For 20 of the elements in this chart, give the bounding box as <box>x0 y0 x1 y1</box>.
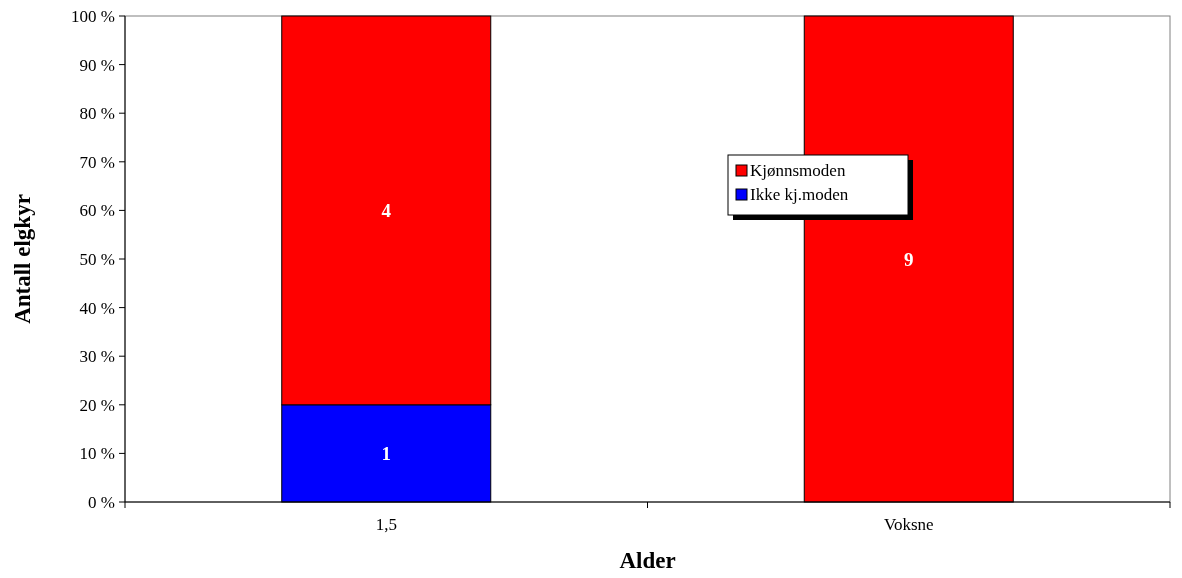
y-tick-label: 40 % <box>79 298 115 318</box>
legend-label: Ikke kj.moden <box>750 185 849 204</box>
y-tick-label: 0 % <box>88 493 115 512</box>
y-tick-label: 100 % <box>71 7 115 26</box>
y-tick-label: 10 % <box>79 444 115 464</box>
annotation: 1 <box>381 443 391 465</box>
y-tick-label: 20 % <box>79 395 115 415</box>
y-tick-label: 50 % <box>79 250 115 269</box>
x-axis-title: Alder <box>619 548 676 573</box>
x-tick-label: Voksne <box>883 515 934 534</box>
legend-label: Kjønnsmoden <box>750 161 846 180</box>
y-tick-label: 90 % <box>79 55 115 75</box>
y-tick-label: 80 % <box>79 104 115 124</box>
y-tick-label: 30 % <box>79 347 115 367</box>
y-tick-label: 60 % <box>79 201 115 221</box>
y-tick-label: 70 % <box>79 152 115 172</box>
x-tick-label: 1,5 <box>375 515 397 534</box>
y-axis-title: Antall elgkyr <box>10 194 35 324</box>
annotation: 4 <box>381 200 392 222</box>
annotation: 9 <box>904 249 914 270</box>
